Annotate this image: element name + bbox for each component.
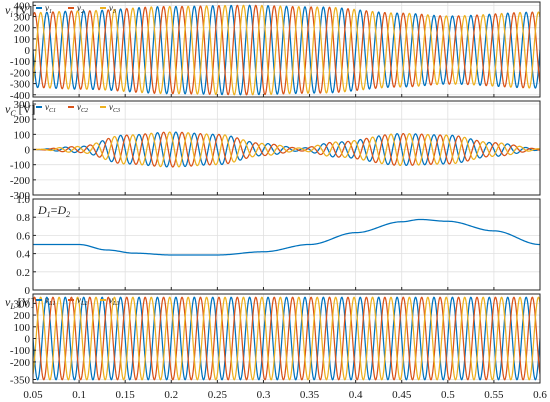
y-tick-label: 100 <box>14 129 31 141</box>
y-tick-label: 200 <box>14 23 31 35</box>
legend-label: vL1 <box>45 295 55 307</box>
y-tick-label: -200 <box>10 67 31 79</box>
y-tick-label: -350 <box>10 374 31 386</box>
y-tick-label: -100 <box>10 345 31 357</box>
y-tick-label: -200 <box>10 175 31 187</box>
duty-cycle-line <box>33 218 540 256</box>
x-tick-label: 0.25 <box>208 389 228 401</box>
legend-label: vL2 <box>77 295 87 307</box>
y-tick-label: 200 <box>14 310 31 322</box>
y-tick-label: 300 <box>14 99 31 111</box>
legend-label: v3 <box>109 3 116 15</box>
x-tick-label: 0.3 <box>257 389 271 401</box>
y-tick-label: -400 <box>10 90 31 102</box>
y-tick-label: 0 <box>25 45 31 57</box>
y-tick-label: 1.0 <box>16 194 30 206</box>
traces <box>33 218 540 256</box>
y-tick-label: 0 <box>25 285 31 297</box>
x-tick-label: 0.5 <box>441 389 455 401</box>
axes-frame <box>32 100 541 196</box>
y-tick-label: 400 <box>14 0 31 12</box>
legend-label: v2 <box>77 3 84 15</box>
y-tick-label: -200 <box>10 357 31 369</box>
y-tick-label: 200 <box>14 114 31 126</box>
x-tick-label: 0.15 <box>116 389 136 401</box>
legend: v1 v2 v3 <box>36 3 116 15</box>
y-tick-label: 0.2 <box>16 267 30 279</box>
y-tick-label: -100 <box>10 56 31 68</box>
y-tick-label: -300 <box>10 79 31 91</box>
x-tick-label: 0.05 <box>23 389 43 401</box>
x-tick-label: 0.45 <box>392 389 412 401</box>
x-tick-label: 0.6 <box>533 389 547 401</box>
y-axis-label: vi [V] <box>5 3 32 19</box>
y-tick-label: 0.4 <box>16 249 30 261</box>
x-tick-label: 0.55 <box>484 389 504 401</box>
y-axis-label: vL [V] <box>5 295 34 311</box>
legend-label: vL3 <box>109 295 119 307</box>
y-tick-label: -300 <box>10 190 31 202</box>
traces <box>33 131 540 168</box>
y-tick-label: -100 <box>10 160 31 172</box>
y-tick-label: 0.8 <box>16 212 30 224</box>
legend-label: vC1 <box>45 102 56 114</box>
panel-2: 300 200 100 0 -100 -200 -300 vC [V] vC1 vC2 vC3 <box>5 99 541 202</box>
y-tick-label: 100 <box>14 34 31 46</box>
series-vC3-line <box>33 131 540 168</box>
axes-frame <box>32 198 541 291</box>
x-tick-label: 0.35 <box>300 389 320 401</box>
legend-label: vC3 <box>109 102 120 114</box>
legend: vL1 vL2 vL3 <box>36 295 119 307</box>
y-axis-label: vC [V] <box>5 102 35 118</box>
traces <box>33 4 540 96</box>
y-tick-label: 300 <box>14 298 31 310</box>
axes-frame <box>32 1 541 98</box>
panel-3: 1.0 0.8 0.6 0.4 0.2 0 D1=D2 <box>16 194 541 297</box>
y-tick-label: 300 <box>14 12 31 24</box>
y-tick-label: 0 <box>25 145 31 157</box>
legend-label: v1 <box>45 3 52 15</box>
traces <box>33 296 540 381</box>
y-tick-label: 0 <box>25 334 31 346</box>
legend: vC1 vC2 vC3 <box>36 102 120 114</box>
y-tick-label: 100 <box>14 322 31 334</box>
duty-annotation: D1=D2 <box>37 203 70 219</box>
y-tick-label: 0.6 <box>16 230 30 242</box>
series-v3-line <box>33 4 540 96</box>
series-vL3-line <box>33 296 540 381</box>
x-tick-label: 0.1 <box>72 389 86 401</box>
x-tick-label: 0.2 <box>164 389 178 401</box>
x-tick-label: 0.4 <box>349 389 363 401</box>
legend-label: vC2 <box>77 102 88 114</box>
